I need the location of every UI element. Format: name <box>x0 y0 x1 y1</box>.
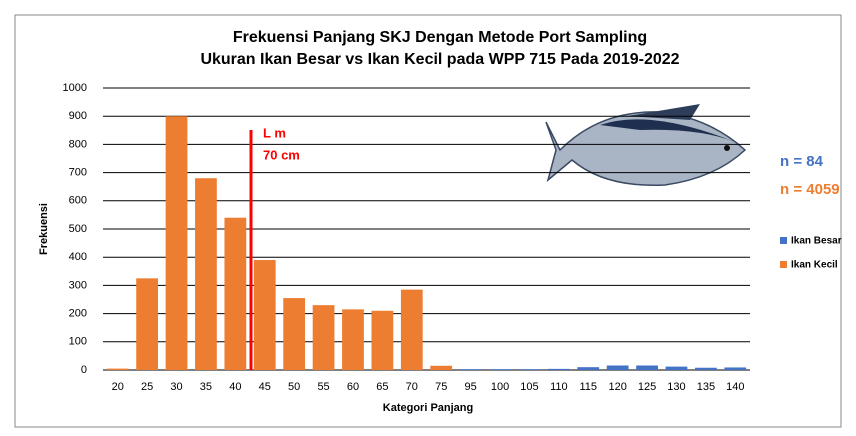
bar <box>106 368 129 370</box>
y-tick-label: 200 <box>69 308 87 320</box>
x-tick-label: 130 <box>667 381 685 393</box>
x-tick-label: 115 <box>579 381 597 393</box>
y-tick-label: 900 <box>69 110 87 122</box>
bar <box>195 178 217 370</box>
y-tick-label: 700 <box>69 167 87 179</box>
x-tick-label: 70 <box>406 381 418 393</box>
bar <box>283 298 306 370</box>
bar <box>518 369 541 370</box>
bar <box>430 365 453 370</box>
x-tick-label: 105 <box>520 381 538 393</box>
y-tick-label: 400 <box>69 251 87 263</box>
x-tick-label: 120 <box>608 381 626 393</box>
x-tick-label: 35 <box>200 381 212 393</box>
x-tick-label: 110 <box>550 381 568 393</box>
x-tick-label: 20 <box>112 381 124 393</box>
y-tick-label: 500 <box>69 223 87 235</box>
y-axis-label: Frekuensi <box>38 203 50 255</box>
x-tick-label: 140 <box>726 381 744 393</box>
x-tick-label: 65 <box>376 381 388 393</box>
x-tick-label: 50 <box>288 381 300 393</box>
chart-subtitle: Ukuran Ikan Besar vs Ikan Kecil pada WPP… <box>200 51 679 68</box>
bar <box>224 217 247 370</box>
bar <box>165 116 188 370</box>
lm-label: L m <box>263 125 286 140</box>
y-tick-label: 800 <box>69 138 87 150</box>
legend-swatch <box>780 261 787 268</box>
chart-title: Frekuensi Panjang SKJ Dengan Metode Port… <box>233 29 647 46</box>
x-tick-label: 30 <box>170 381 182 393</box>
fish-eye <box>724 145 730 151</box>
bar <box>665 366 688 370</box>
x-tick-label: 125 <box>638 381 656 393</box>
bar <box>253 260 276 370</box>
bar <box>724 367 747 370</box>
bar <box>547 368 570 370</box>
x-tick-label: 75 <box>435 381 447 393</box>
fish-back <box>600 119 735 142</box>
y-tick-label: 0 <box>81 364 87 376</box>
x-tick-label: 135 <box>697 381 715 393</box>
legend-label: Ikan Kecil <box>791 260 838 271</box>
y-tick-label: 100 <box>69 336 87 348</box>
x-tick-label: 55 <box>317 381 329 393</box>
bar <box>606 365 629 370</box>
x-axis-label: Kategori Panjang <box>383 402 473 414</box>
x-tick-label: 95 <box>464 381 476 393</box>
bar <box>489 369 511 370</box>
bar <box>371 310 394 370</box>
x-tick-label: 100 <box>491 381 509 393</box>
x-tick-label: 60 <box>347 381 359 393</box>
y-tick-label: 1000 <box>63 82 87 94</box>
bar <box>400 289 423 370</box>
n-kecil: n = 4059 <box>780 181 840 198</box>
lm-value: 70 cm <box>263 147 300 162</box>
bar <box>312 305 335 370</box>
legend-label: Ikan Besar <box>791 236 842 247</box>
bar <box>136 278 158 370</box>
y-tick-label: 300 <box>69 279 87 291</box>
x-tick-label: 45 <box>259 381 271 393</box>
x-tick-label: 25 <box>141 381 153 393</box>
bar <box>636 365 658 370</box>
x-tick-label: 40 <box>229 381 241 393</box>
legend-swatch <box>780 237 787 244</box>
bar <box>459 369 482 370</box>
bar <box>695 367 717 370</box>
bar <box>342 309 364 370</box>
y-tick-label: 600 <box>69 195 87 207</box>
bar <box>577 367 600 370</box>
n-besar: n = 84 <box>780 153 824 170</box>
